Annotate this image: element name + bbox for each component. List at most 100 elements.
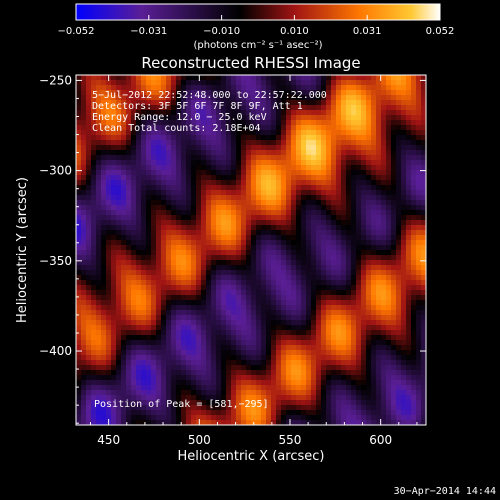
heatmap-cell bbox=[291, 280, 297, 286]
heatmap-cell bbox=[421, 180, 426, 186]
heatmap-cell bbox=[301, 215, 307, 221]
heatmap-cell bbox=[141, 335, 147, 341]
heatmap-cell bbox=[116, 135, 122, 141]
heatmap-cell bbox=[126, 270, 132, 276]
heatmap-cell bbox=[81, 320, 87, 326]
heatmap-cell bbox=[366, 80, 372, 86]
heatmap-cell bbox=[331, 340, 337, 346]
heatmap-cell bbox=[191, 335, 197, 341]
heatmap-cell bbox=[146, 185, 152, 191]
heatmap-cell bbox=[236, 290, 242, 296]
heatmap-cell bbox=[186, 265, 192, 271]
heatmap-cell bbox=[161, 185, 167, 191]
heatmap-cell bbox=[146, 410, 152, 416]
heatmap-cell bbox=[416, 235, 422, 241]
heatmap-cell bbox=[291, 300, 297, 306]
heatmap-cell bbox=[151, 105, 157, 111]
heatmap-cell bbox=[136, 125, 142, 131]
heatmap-cell bbox=[101, 235, 107, 241]
heatmap-cell bbox=[246, 155, 252, 161]
heatmap-cell bbox=[191, 395, 197, 401]
heatmap-cell bbox=[346, 295, 352, 301]
heatmap-cell bbox=[331, 270, 337, 276]
heatmap-cell bbox=[386, 135, 392, 141]
heatmap-cell bbox=[421, 205, 426, 211]
heatmap-cell bbox=[371, 90, 377, 96]
heatmap-cell bbox=[136, 165, 142, 171]
heatmap-cell bbox=[196, 305, 202, 311]
heatmap-cell bbox=[96, 265, 102, 271]
heatmap-cell bbox=[106, 260, 112, 266]
heatmap-cell bbox=[286, 200, 292, 206]
heatmap-cell bbox=[206, 225, 212, 231]
heatmap-cell bbox=[211, 265, 217, 271]
heatmap-cell bbox=[421, 365, 426, 371]
heatmap-cell bbox=[406, 220, 412, 226]
heatmap-cell bbox=[306, 95, 312, 101]
heatmap-cell bbox=[421, 80, 426, 86]
heatmap-cell bbox=[166, 345, 172, 351]
heatmap-cell bbox=[81, 240, 87, 246]
heatmap-cell bbox=[211, 75, 217, 81]
heatmap-cell bbox=[136, 420, 142, 425]
heatmap-cell bbox=[186, 85, 192, 91]
heatmap-cell bbox=[76, 190, 82, 196]
heatmap-cell bbox=[336, 80, 342, 86]
heatmap-cell bbox=[376, 350, 382, 356]
heatmap-cell bbox=[371, 345, 377, 351]
heatmap-cell bbox=[226, 420, 232, 425]
heatmap-cell bbox=[251, 315, 257, 321]
colorbar bbox=[75, 3, 441, 21]
heatmap-cell bbox=[171, 180, 177, 186]
heatmap-cell bbox=[356, 340, 362, 346]
heatmap-cell bbox=[331, 280, 337, 286]
heatmap-cell bbox=[186, 320, 192, 326]
heatmap-cell bbox=[381, 90, 387, 96]
heatmap-cell bbox=[391, 235, 397, 241]
heatmap-cell bbox=[251, 115, 257, 121]
heatmap-cell bbox=[146, 315, 152, 321]
heatmap-cell bbox=[351, 95, 357, 101]
heatmap-cell bbox=[281, 385, 287, 391]
heatmap-cell bbox=[316, 240, 322, 246]
heatmap-cell bbox=[316, 235, 322, 241]
heatmap-cell bbox=[301, 380, 307, 386]
heatmap-cell bbox=[76, 205, 82, 211]
heatmap-cell bbox=[396, 130, 402, 136]
heatmap-cell bbox=[346, 340, 352, 346]
heatmap-cell bbox=[131, 185, 137, 191]
heatmap-cell bbox=[121, 270, 127, 276]
heatmap-cell bbox=[171, 295, 177, 301]
heatmap-cell bbox=[416, 380, 422, 386]
heatmap-cell bbox=[301, 305, 307, 311]
heatmap-cell bbox=[241, 275, 247, 281]
heatmap-cell bbox=[166, 245, 172, 251]
heatmap-cell bbox=[171, 355, 177, 361]
heatmap-cell bbox=[186, 345, 192, 351]
heatmap-cell bbox=[206, 320, 212, 326]
heatmap-cell bbox=[216, 145, 222, 151]
heatmap-cell bbox=[291, 245, 297, 251]
heatmap-cell bbox=[261, 300, 267, 306]
heatmap-cell bbox=[151, 400, 157, 406]
heatmap-cell bbox=[401, 330, 407, 336]
heatmap-cell bbox=[276, 340, 282, 346]
heatmap-cell bbox=[251, 135, 257, 141]
heatmap-cell bbox=[131, 400, 137, 406]
heatmap-cell bbox=[196, 190, 202, 196]
heatmap-cell bbox=[341, 330, 347, 336]
heatmap-cell bbox=[96, 110, 102, 116]
heatmap-cell bbox=[111, 280, 117, 286]
heatmap-cell bbox=[81, 90, 87, 96]
heatmap-cell bbox=[186, 160, 192, 166]
heatmap-cell bbox=[351, 405, 357, 411]
heatmap-cell bbox=[216, 100, 222, 106]
heatmap-cell bbox=[106, 345, 112, 351]
heatmap-cell bbox=[221, 325, 227, 331]
heatmap-cell bbox=[181, 385, 187, 391]
heatmap-cell bbox=[256, 420, 262, 425]
heatmap-cell bbox=[326, 305, 332, 311]
heatmap-cell bbox=[371, 150, 377, 156]
heatmap-cell bbox=[386, 395, 392, 401]
heatmap-cell bbox=[396, 415, 402, 421]
